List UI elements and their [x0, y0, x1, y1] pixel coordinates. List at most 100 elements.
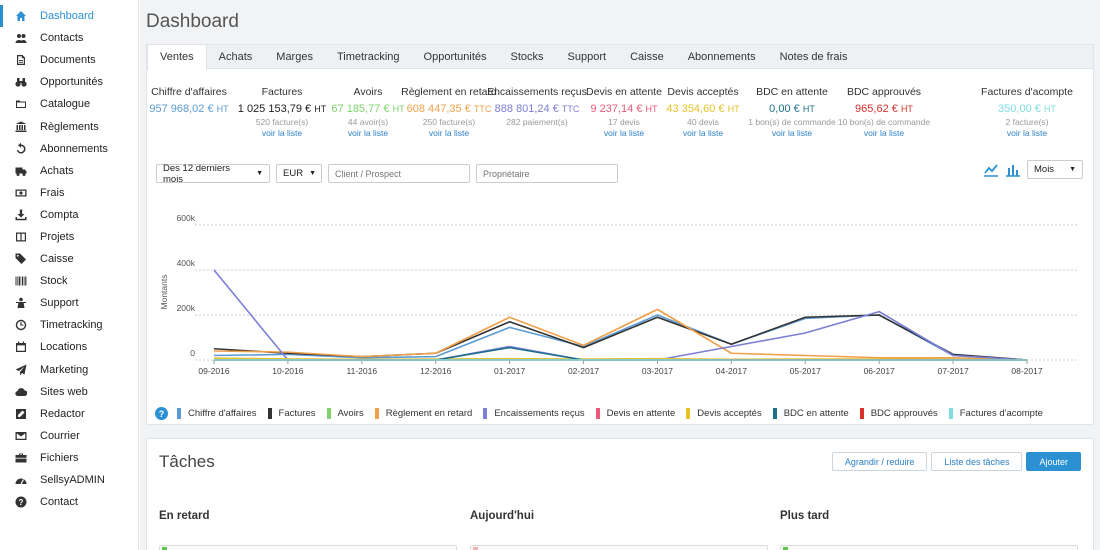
- tab-stocks[interactable]: Stocks: [510, 51, 544, 63]
- legend-item[interactable]: Chiffre d'affaires: [177, 408, 257, 419]
- sidebar-item-caisse[interactable]: Caisse: [0, 248, 138, 270]
- kpi-see-list-link[interactable]: voir la liste: [682, 128, 724, 138]
- client-input[interactable]: [328, 164, 470, 183]
- legend-label: Chiffre d'affaires: [188, 408, 257, 419]
- kpi-value-line: 1 025 153,79 € HT: [222, 101, 342, 117]
- chart-legend: ? Chiffre d'affaires Factures Avoirs Règlem…: [155, 407, 1054, 420]
- kpi-see-list-link[interactable]: voir la liste: [347, 128, 389, 138]
- kpi-card: BDC approuvés 965,62 € HT 10 bon(s) de com…: [824, 85, 944, 139]
- kpi-card: Encaissements reçus 888 801,24 € TTC 282 p…: [477, 85, 597, 128]
- granularity-select[interactable]: Mois ▼: [1027, 160, 1083, 179]
- tab-ventes[interactable]: Ventes: [147, 45, 207, 70]
- toggle-size-button[interactable]: Agrandir / reduire: [831, 452, 928, 471]
- filter-bar: Des 12 derniers mois ▼ EUR ▼: [156, 163, 618, 185]
- sidebar-item-abonnements[interactable]: Abonnements: [0, 138, 138, 160]
- tab-marges[interactable]: Marges: [276, 51, 313, 63]
- tab-support[interactable]: Support: [567, 51, 607, 63]
- tab-caisse[interactable]: Caisse: [630, 51, 664, 63]
- kpi-title: Règlement en retard: [401, 86, 497, 98]
- tab-abonnements[interactable]: Abonnements: [687, 51, 756, 63]
- legend-swatch: [483, 408, 488, 419]
- legend-item[interactable]: Avoirs: [326, 408, 364, 419]
- period-select[interactable]: Des 12 derniers mois ▼: [156, 163, 270, 185]
- sidebar-item-sites-web[interactable]: Sites web: [0, 381, 138, 403]
- currency-select[interactable]: EUR ▼: [276, 164, 322, 183]
- tab-bar: Ventes Achats Marges Timetracking Opportunit…: [147, 45, 1093, 70]
- sidebar-item-compta[interactable]: Compta: [0, 204, 138, 226]
- kpi-unit: HT: [645, 104, 658, 114]
- legend-item[interactable]: Devis acceptés: [686, 408, 762, 419]
- tab-opportunites[interactable]: Opportunités: [423, 51, 487, 63]
- x-tick-label: 03-2017: [642, 366, 673, 376]
- kpi-subtext: 2 facture(s): [1005, 117, 1049, 127]
- sidebar-item-documents[interactable]: Documents: [0, 49, 138, 71]
- sidebar-item-courrier[interactable]: Courrier: [0, 425, 138, 447]
- legend-item[interactable]: Règlement en retard: [374, 408, 473, 419]
- tasks-actions: Agrandir / reduire Liste des tâches Ajou…: [831, 452, 1081, 471]
- sidebar-item-marketing[interactable]: Marketing: [0, 359, 138, 381]
- svg-text:?: ?: [19, 498, 24, 507]
- sidebar-item-dashboard[interactable]: Dashboard: [0, 5, 138, 28]
- legend-item[interactable]: Factures: [267, 408, 316, 419]
- task-column-box[interactable]: [159, 545, 457, 550]
- help-icon[interactable]: ?: [155, 407, 168, 420]
- line-chart-icon[interactable]: [983, 162, 999, 178]
- kpi-card: Règlement en retard 608 447,35 € TTC 250 f…: [389, 85, 509, 139]
- chevron-down-icon: ▼: [1069, 166, 1076, 173]
- sidebar-item-opportunites[interactable]: Opportunités: [0, 71, 138, 93]
- kpi-see-list-link[interactable]: voir la liste: [771, 128, 813, 138]
- legend-item[interactable]: BDC en attente: [772, 408, 849, 419]
- sidebar-item-contact[interactable]: ? Contact: [0, 491, 138, 513]
- x-tick-label: 04-2017: [716, 366, 747, 376]
- sidebar-item-label: Frais: [40, 186, 65, 199]
- y-tick-label: 400k: [177, 258, 196, 268]
- sidebar-item-frais[interactable]: Frais: [0, 182, 138, 204]
- sidebar-item-locations[interactable]: Locations: [0, 336, 138, 358]
- tab-achats[interactable]: Achats: [218, 51, 253, 63]
- kpi-value: 888 801,24 €: [494, 103, 559, 115]
- task-list-button[interactable]: Liste des tâches: [931, 452, 1023, 471]
- sidebar-item-reglements[interactable]: Règlements: [0, 115, 138, 137]
- task-column-box[interactable]: [470, 545, 768, 550]
- legend-item[interactable]: Factures d'acompte: [948, 408, 1043, 419]
- legend-swatch: [267, 408, 272, 419]
- legend-item[interactable]: BDC approuvés: [859, 408, 938, 419]
- tab-timetracking[interactable]: Timetracking: [336, 51, 400, 63]
- sidebar-item-achats[interactable]: Achats: [0, 160, 138, 182]
- sidebar-item-redactor[interactable]: Redactor: [0, 403, 138, 425]
- kpi-see-list-link[interactable]: voir la liste: [863, 128, 905, 138]
- legend-swatch: [948, 408, 953, 419]
- kpi-subtext: 44 avoir(s): [347, 117, 389, 127]
- task-column-box[interactable]: [780, 545, 1078, 550]
- kpi-see-list-link[interactable]: voir la liste: [428, 128, 470, 138]
- sidebar-item-support[interactable]: Support: [0, 292, 138, 314]
- granularity-select-value: Mois: [1034, 164, 1055, 175]
- legend-label: Règlement en retard: [385, 408, 473, 419]
- legend-item[interactable]: Devis en attente: [595, 408, 675, 419]
- currency-select-value: EUR: [283, 168, 304, 179]
- legend-label: BDC approuvés: [870, 408, 938, 419]
- sidebar-item-label: Documents: [40, 54, 96, 67]
- task-column-title: Plus tard: [780, 510, 830, 522]
- tasks-title: Tâches: [159, 452, 215, 471]
- sidebar-item-label: Caisse: [40, 253, 74, 266]
- kpi-see-list-link[interactable]: voir la liste: [1006, 128, 1048, 138]
- add-task-button[interactable]: Ajouter: [1026, 452, 1081, 471]
- truck-icon: [12, 164, 30, 178]
- sidebar-item-fichiers[interactable]: Fichiers: [0, 447, 138, 469]
- sidebar-item-projets[interactable]: Projets: [0, 226, 138, 248]
- sidebar-item-contacts[interactable]: Contacts: [0, 27, 138, 49]
- kpi-see-list-link[interactable]: voir la liste: [261, 128, 303, 138]
- sidebar-item-timetracking[interactable]: Timetracking: [0, 314, 138, 336]
- owner-input[interactable]: [476, 164, 618, 183]
- sidebar-item-stock[interactable]: Stock: [0, 270, 138, 292]
- kpi-see-list-link[interactable]: voir la liste: [603, 128, 645, 138]
- kpi-subtext: 40 devis: [687, 117, 719, 127]
- sidebar-item-catalogue[interactable]: Catalogue: [0, 93, 138, 115]
- kpi-value-line: 608 447,35 € TTC: [389, 101, 509, 117]
- sidebar-item-sellsyadmin[interactable]: SellsyADMIN: [0, 469, 138, 491]
- chevron-down-icon: ▼: [309, 170, 316, 177]
- legend-item[interactable]: Encaissements reçus: [483, 408, 585, 419]
- tab-notes-de-frais[interactable]: Notes de frais: [779, 51, 848, 63]
- bar-chart-icon[interactable]: [1005, 162, 1021, 178]
